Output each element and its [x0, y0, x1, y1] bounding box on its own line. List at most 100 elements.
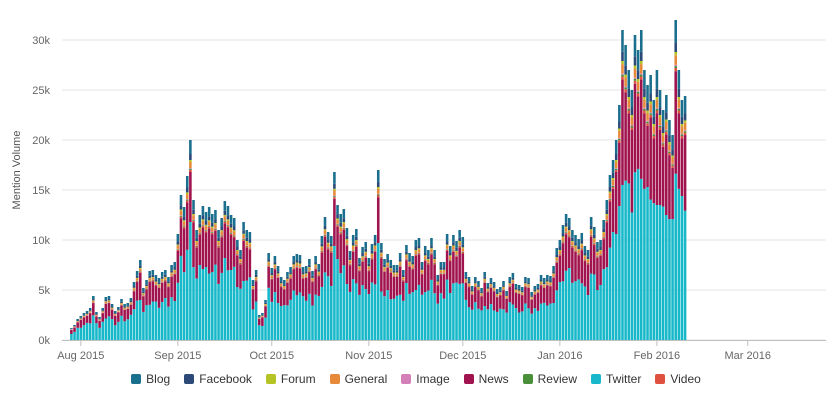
bar-stack[interactable]: [536, 284, 540, 340]
bar-stack[interactable]: [113, 311, 117, 340]
bar-stack[interactable]: [411, 256, 414, 340]
bar-stack[interactable]: [373, 235, 377, 340]
bar-stack[interactable]: [317, 264, 321, 340]
bar-stack[interactable]: [95, 312, 98, 340]
bar-stack[interactable]: [223, 201, 227, 340]
bar-stack[interactable]: [448, 246, 452, 340]
bar-stack[interactable]: [217, 230, 220, 340]
bar-stack[interactable]: [195, 230, 198, 340]
bar-stack[interactable]: [98, 317, 101, 340]
bar-stack[interactable]: [336, 205, 339, 340]
bar-stack[interactable]: [148, 271, 151, 340]
bar-stack[interactable]: [123, 304, 126, 340]
bar-stack[interactable]: [261, 313, 264, 340]
bar-stack[interactable]: [283, 280, 286, 340]
bar-stack[interactable]: [439, 262, 443, 340]
bar-stack[interactable]: [254, 270, 258, 340]
bar-stack[interactable]: [117, 307, 120, 340]
bar-stack[interactable]: [627, 70, 631, 340]
bar-stack[interactable]: [520, 287, 524, 340]
bar-stack[interactable]: [386, 254, 389, 340]
bar-stack[interactable]: [264, 300, 267, 340]
bar-stack[interactable]: [339, 214, 342, 340]
bar-stack[interactable]: [257, 315, 261, 340]
bar-stack[interactable]: [674, 20, 677, 340]
legend-item-review[interactable]: Review: [522, 372, 577, 386]
bar-stack[interactable]: [442, 262, 446, 340]
bar-stack[interactable]: [530, 292, 533, 340]
bar-stack[interactable]: [270, 268, 274, 340]
bar-stack[interactable]: [668, 120, 671, 340]
legend-item-forum[interactable]: Forum: [265, 372, 316, 386]
bar-stack[interactable]: [511, 273, 515, 340]
bar-stack[interactable]: [167, 277, 170, 340]
bar-stack[interactable]: [646, 85, 649, 340]
bar-stack[interactable]: [286, 272, 289, 340]
bar-stack[interactable]: [499, 287, 502, 340]
bar-stack[interactable]: [558, 240, 562, 340]
bar-stack[interactable]: [214, 210, 217, 340]
bar-stack[interactable]: [160, 272, 164, 340]
bar-stack[interactable]: [101, 308, 104, 340]
bar-stack[interactable]: [179, 195, 183, 340]
bar-stack[interactable]: [182, 207, 186, 340]
bar-stack[interactable]: [567, 218, 571, 340]
bar-stack[interactable]: [533, 286, 537, 340]
bar-stack[interactable]: [552, 266, 555, 340]
bar-stack[interactable]: [639, 30, 643, 340]
bar-stack[interactable]: [577, 239, 580, 340]
bar-stack[interactable]: [333, 172, 336, 340]
bar-stack[interactable]: [433, 250, 436, 340]
bar-stack[interactable]: [561, 225, 565, 340]
bar-stack[interactable]: [85, 311, 89, 340]
bar-stack[interactable]: [580, 233, 584, 340]
bar-stack[interactable]: [618, 105, 621, 340]
bar-stack[interactable]: [589, 217, 593, 340]
bar-stack[interactable]: [311, 271, 314, 340]
bar-stack[interactable]: [355, 229, 358, 340]
bar-stack[interactable]: [605, 200, 609, 340]
bar-stack[interactable]: [608, 175, 612, 340]
bar-stack[interactable]: [586, 250, 590, 340]
bar-stack[interactable]: [455, 241, 458, 340]
bar-stack[interactable]: [665, 95, 668, 340]
bar-stack[interactable]: [392, 265, 396, 340]
bar-stack[interactable]: [514, 284, 518, 340]
bar-stack[interactable]: [380, 243, 383, 340]
bar-stack[interactable]: [389, 260, 393, 340]
bar-stack[interactable]: [82, 313, 86, 340]
bar-stack[interactable]: [292, 256, 295, 340]
bar-stack[interactable]: [170, 265, 173, 340]
bar-stack[interactable]: [207, 207, 211, 340]
bar-stack[interactable]: [436, 275, 440, 340]
bar-stack[interactable]: [145, 280, 148, 340]
bar-stack[interactable]: [680, 100, 684, 340]
bar-stack[interactable]: [593, 227, 596, 340]
bar-stack[interactable]: [276, 266, 280, 340]
bar-stack[interactable]: [132, 282, 136, 340]
bar-stack[interactable]: [239, 250, 242, 340]
bar-stack[interactable]: [555, 248, 559, 340]
bar-stack[interactable]: [229, 215, 233, 340]
bar-stack[interactable]: [417, 238, 421, 340]
bar-stack[interactable]: [289, 267, 292, 340]
bar-stack[interactable]: [624, 45, 627, 340]
bar-stack[interactable]: [351, 235, 355, 340]
bar-stack[interactable]: [398, 253, 402, 340]
bar-stack[interactable]: [571, 230, 574, 340]
bar-stack[interactable]: [367, 258, 371, 340]
bar-stack[interactable]: [423, 246, 427, 340]
bar-stack[interactable]: [427, 250, 430, 340]
bar-stack[interactable]: [364, 242, 368, 340]
bar-stack[interactable]: [342, 209, 346, 340]
bar-stack[interactable]: [248, 232, 252, 340]
bar-stack[interactable]: [304, 266, 308, 340]
bar-stack[interactable]: [107, 296, 111, 340]
bar-stack[interactable]: [517, 285, 521, 340]
bar-stack[interactable]: [502, 281, 505, 340]
bar-stack[interactable]: [414, 240, 418, 340]
bar-stack[interactable]: [151, 270, 155, 340]
bar-stack[interactable]: [602, 220, 605, 340]
bar-stack[interactable]: [79, 316, 83, 340]
bar-stack[interactable]: [164, 270, 167, 340]
